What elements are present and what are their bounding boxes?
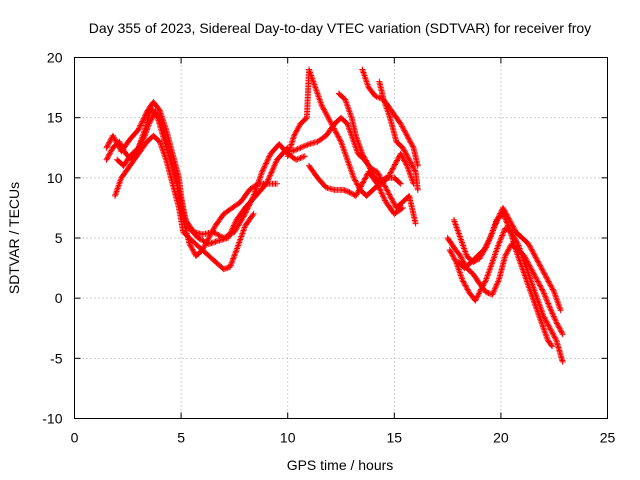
data-marks	[103, 66, 566, 365]
x-tick-label: 25	[600, 430, 616, 446]
series-marks-track-3	[112, 132, 257, 273]
x-tick-label: 15	[387, 430, 403, 446]
axis-ticks: 0 5 10 15 20 25 -10 -5 0 5 10 15 20	[42, 50, 615, 446]
x-tick-label: 0	[71, 430, 79, 446]
series-marks-track-2	[103, 105, 280, 259]
y-tick-label: 10	[47, 170, 63, 186]
y-tick-label: -10	[42, 411, 62, 427]
y-tick-label: -5	[50, 350, 63, 366]
chart-title: Day 355 of 2023, Sidereal Day-to-day VTE…	[89, 20, 591, 36]
y-tick-label: 15	[47, 110, 63, 126]
series-marks-track-1	[103, 99, 308, 241]
x-tick-label: 10	[280, 430, 296, 446]
series-marks-track-13	[444, 235, 566, 338]
x-tick-label: 5	[177, 430, 185, 446]
series-marks-track-4	[114, 108, 291, 247]
series-marks-track-8	[335, 90, 417, 187]
series-marks-track-10	[376, 78, 421, 193]
y-axis-title: SDTVAR / TECUs	[6, 182, 22, 294]
x-tick-label: 20	[493, 430, 509, 446]
y-tick-label: 5	[55, 230, 63, 246]
x-axis-title: GPS time / hours	[287, 457, 394, 473]
series-marks-track-14	[455, 210, 556, 350]
series-marks-track-12	[446, 225, 566, 365]
y-tick-label: 0	[55, 290, 63, 306]
y-tick-label: 20	[47, 50, 63, 66]
